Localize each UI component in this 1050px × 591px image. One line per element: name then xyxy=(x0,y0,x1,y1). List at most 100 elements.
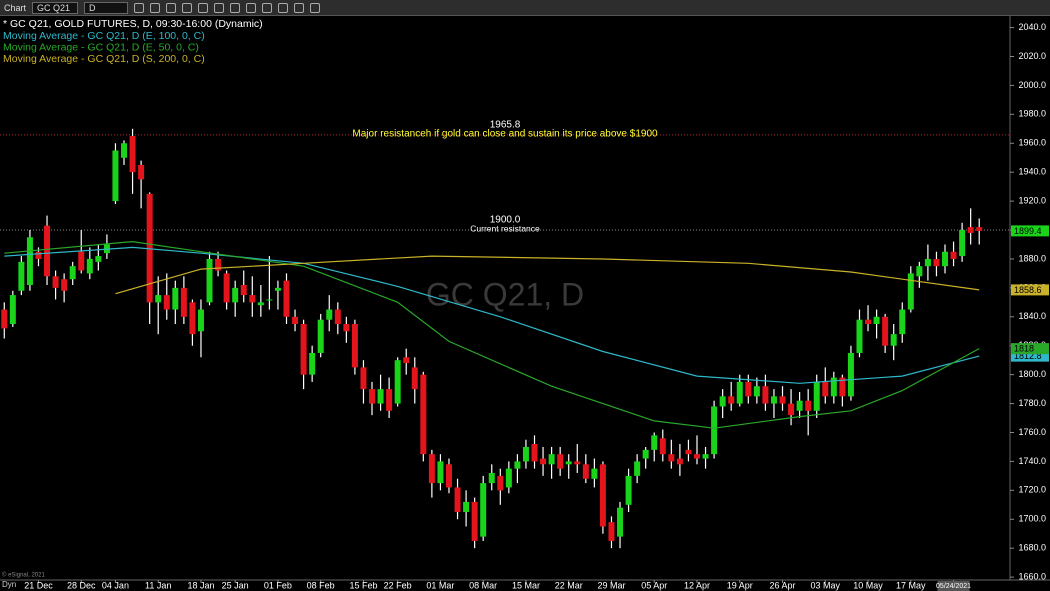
moving-average xyxy=(4,246,980,384)
moving-average xyxy=(4,240,980,429)
candle-body xyxy=(223,273,230,303)
candle-body xyxy=(454,487,461,513)
candle-body xyxy=(309,352,316,375)
candle-body xyxy=(770,396,777,404)
footer-mode: Dyn xyxy=(2,580,16,589)
x-tick-label: 26 Apr xyxy=(769,580,795,590)
candle-body xyxy=(505,468,512,488)
interval-input[interactable]: D xyxy=(84,1,129,14)
candle-body xyxy=(711,406,718,455)
x-tick-label: 15 Mar xyxy=(512,580,540,590)
annotation-value: 1900.0 xyxy=(490,215,521,226)
candle-body xyxy=(351,324,358,368)
candle-body xyxy=(394,360,401,404)
candle-body xyxy=(634,461,641,476)
y-tick-label: 1680.0 xyxy=(1018,543,1046,553)
candle-body xyxy=(745,381,752,397)
price-tag-label: 1899.4 xyxy=(1014,226,1042,236)
tool-icon[interactable] xyxy=(198,2,209,13)
x-tick-label: 05 Apr xyxy=(641,580,667,590)
candle-body xyxy=(206,258,213,303)
candle-body xyxy=(300,324,307,375)
candle-body xyxy=(95,256,102,262)
candle-body xyxy=(9,295,16,325)
candle-body xyxy=(377,389,384,404)
candle-body xyxy=(762,386,769,404)
x-tick-label: 15 Feb xyxy=(349,580,377,590)
price-tag xyxy=(1011,343,1049,355)
candle-body xyxy=(522,446,529,462)
candle-body xyxy=(967,227,974,233)
candle-body xyxy=(617,507,624,537)
tool-icon[interactable] xyxy=(262,2,273,13)
y-tick-label: 1740.0 xyxy=(1018,456,1046,466)
tool-icon[interactable] xyxy=(166,2,177,13)
candle-body xyxy=(360,367,367,390)
tool-icon[interactable] xyxy=(310,2,321,13)
candle-body xyxy=(719,396,726,407)
candle-body xyxy=(146,193,153,303)
candle-body xyxy=(180,287,187,317)
candle-body xyxy=(736,381,743,404)
x-tick-label: 05/24/2021 xyxy=(936,583,971,590)
candle-body xyxy=(121,143,128,158)
tool-icon[interactable] xyxy=(294,2,305,13)
candle-body xyxy=(788,403,795,416)
candle-body xyxy=(565,461,572,465)
tool-icon[interactable] xyxy=(230,2,241,13)
tool-icon[interactable] xyxy=(150,2,161,13)
candle-body xyxy=(86,258,93,274)
tool-icon[interactable] xyxy=(182,2,193,13)
y-tick-label: 1880.0 xyxy=(1018,253,1046,263)
price-tag-label: 1818 xyxy=(1014,343,1034,353)
candle-body xyxy=(403,357,410,364)
x-tick-label: 22 Mar xyxy=(555,580,583,590)
candle-body xyxy=(232,287,239,303)
candle-body xyxy=(865,319,872,325)
legend-entry: Moving Average - GC Q21, D (E, 50, 0, C) xyxy=(3,41,199,53)
candle-body xyxy=(976,227,983,231)
candle-body xyxy=(779,396,786,404)
candle-body xyxy=(608,522,615,541)
candle-body xyxy=(163,295,170,310)
candle-body xyxy=(420,374,427,455)
candle-body xyxy=(942,251,949,267)
candle-body xyxy=(950,251,957,259)
candle-body xyxy=(326,309,333,320)
tool-icon[interactable] xyxy=(134,2,145,13)
y-tick-label: 2020.0 xyxy=(1018,51,1046,61)
candle-body xyxy=(471,501,478,541)
candle-body xyxy=(847,352,854,397)
candle-body xyxy=(685,449,692,455)
candle-body xyxy=(463,501,470,513)
candle-body xyxy=(693,454,700,459)
candle-body xyxy=(480,483,487,537)
candle-body xyxy=(839,377,846,397)
x-tick-label: 11 Jan xyxy=(145,580,171,590)
candle-body xyxy=(189,302,196,335)
candle-body xyxy=(428,454,435,484)
annotation-text: Current resistance xyxy=(470,223,540,233)
copyright: © eSignal, 2021 xyxy=(2,572,45,579)
tool-icon[interactable] xyxy=(246,2,257,13)
candle-body xyxy=(882,316,889,346)
tool-icon[interactable] xyxy=(278,2,289,13)
price-tag xyxy=(1011,284,1049,296)
candle-body xyxy=(959,230,966,257)
toolbar-title: Chart xyxy=(4,2,27,13)
tool-icon[interactable] xyxy=(214,2,225,13)
price-tag-label: 1812.8 xyxy=(1014,351,1042,361)
y-tick-label: 1720.0 xyxy=(1018,485,1046,495)
x-tick-label: 28 Dec xyxy=(67,580,96,590)
candle-body xyxy=(591,468,598,479)
candle-body xyxy=(411,367,418,390)
price-tag-label: 1858.6 xyxy=(1014,285,1042,295)
x-tick-label: 08 Feb xyxy=(307,580,335,590)
x-tick-label: 12 Apr xyxy=(684,580,710,590)
symbol-input[interactable]: GC Q21 xyxy=(32,1,79,14)
candle-body xyxy=(386,389,393,411)
candle-body xyxy=(625,475,632,505)
y-tick-label: 1780.0 xyxy=(1018,398,1046,408)
candle-body xyxy=(805,400,812,411)
